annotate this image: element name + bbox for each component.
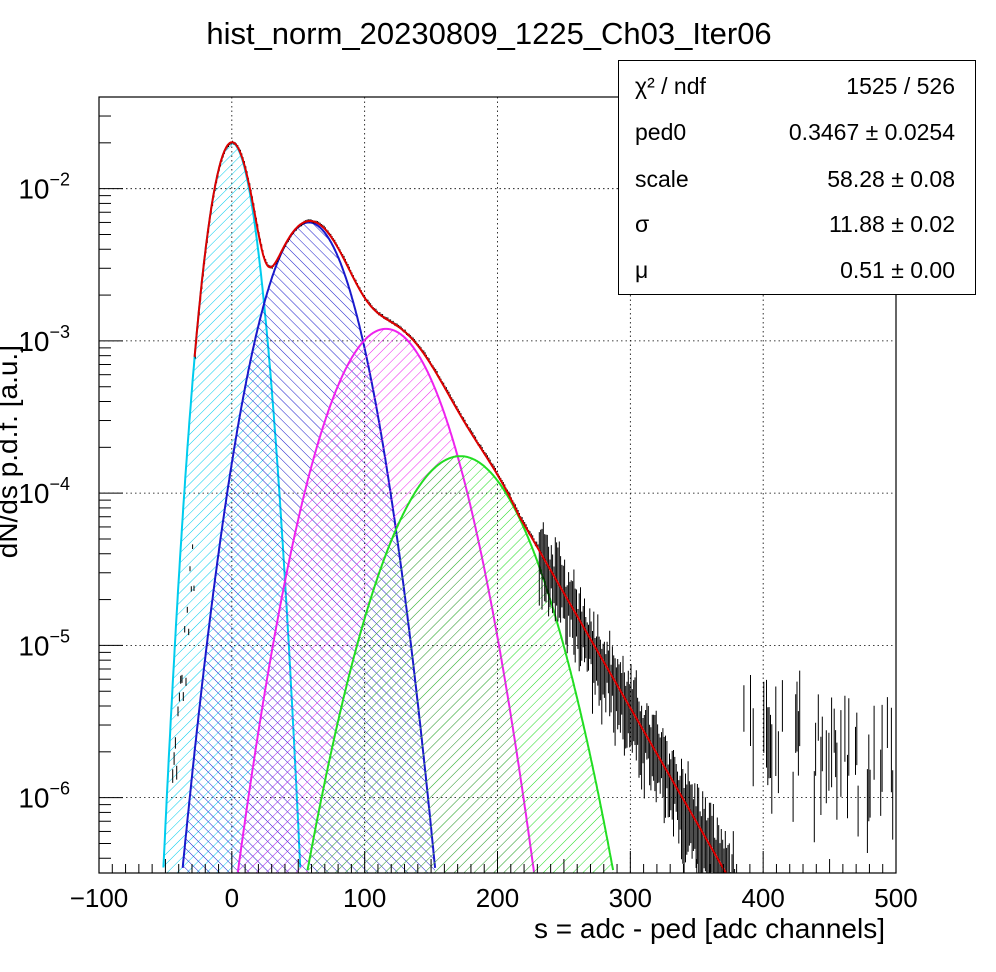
stats-value: 0.51 ± 0.00 xyxy=(840,257,955,283)
stats-label: ped0 xyxy=(635,119,687,145)
component-3-curve xyxy=(306,455,615,871)
stats-row-chi2: χ² / ndf 1525 / 526 xyxy=(619,65,975,109)
stats-label: μ xyxy=(635,257,649,283)
y-tick-label: 10−6 xyxy=(18,779,70,814)
stats-label: scale xyxy=(635,166,689,192)
y-axis: 10−2 10−3 10−4 10−5 10−6 xyxy=(18,96,123,859)
x-tick-label: 200 xyxy=(476,883,519,913)
stats-value: 0.3467 ± 0.0254 xyxy=(788,119,955,145)
x-axis: −100 0 100 200 300 400 500 xyxy=(70,851,918,913)
x-tick-label: 400 xyxy=(741,883,784,913)
y-axis-label: dN/ds p.d.f. [a.u.] xyxy=(0,345,23,558)
total-fit xyxy=(193,141,727,873)
chart-title: hist_norm_20230809_1225_Ch03_Iter06 xyxy=(206,16,771,51)
y-tick-label: 10−2 xyxy=(18,170,70,205)
stats-label: σ xyxy=(635,211,650,237)
x-tick-label: 0 xyxy=(225,883,239,913)
stats-label: χ² / ndf xyxy=(635,73,706,99)
stats-row-ped0: ped0 0.3467 ± 0.0254 xyxy=(619,111,975,155)
x-axis-label: s = adc - ped [adc channels] xyxy=(534,913,885,944)
y-tick-label: 10−5 xyxy=(18,626,70,661)
stats-row-mu: μ 0.51 ± 0.00 xyxy=(619,249,975,293)
stats-value: 58.28 ± 0.08 xyxy=(827,166,955,192)
fit-stats-box: χ² / ndf 1525 / 526 ped0 0.3467 ± 0.0254… xyxy=(618,60,976,295)
x-tick-label: 100 xyxy=(343,883,386,913)
y-tick-label: 10−3 xyxy=(18,322,70,357)
stats-value: 1525 / 526 xyxy=(846,73,955,99)
stats-row-scale: scale 58.28 ± 0.08 xyxy=(619,158,975,202)
fit-curve xyxy=(193,141,727,873)
stats-value: 11.88 ± 0.02 xyxy=(828,211,955,237)
stats-row-sigma: σ 11.88 ± 0.02 xyxy=(619,203,975,247)
x-tick-label: −100 xyxy=(70,883,129,913)
fit-components xyxy=(162,141,615,873)
x-tick-label: 500 xyxy=(874,883,917,913)
y-tick-label: 10−4 xyxy=(18,474,70,509)
x-tick-label: 300 xyxy=(609,883,652,913)
